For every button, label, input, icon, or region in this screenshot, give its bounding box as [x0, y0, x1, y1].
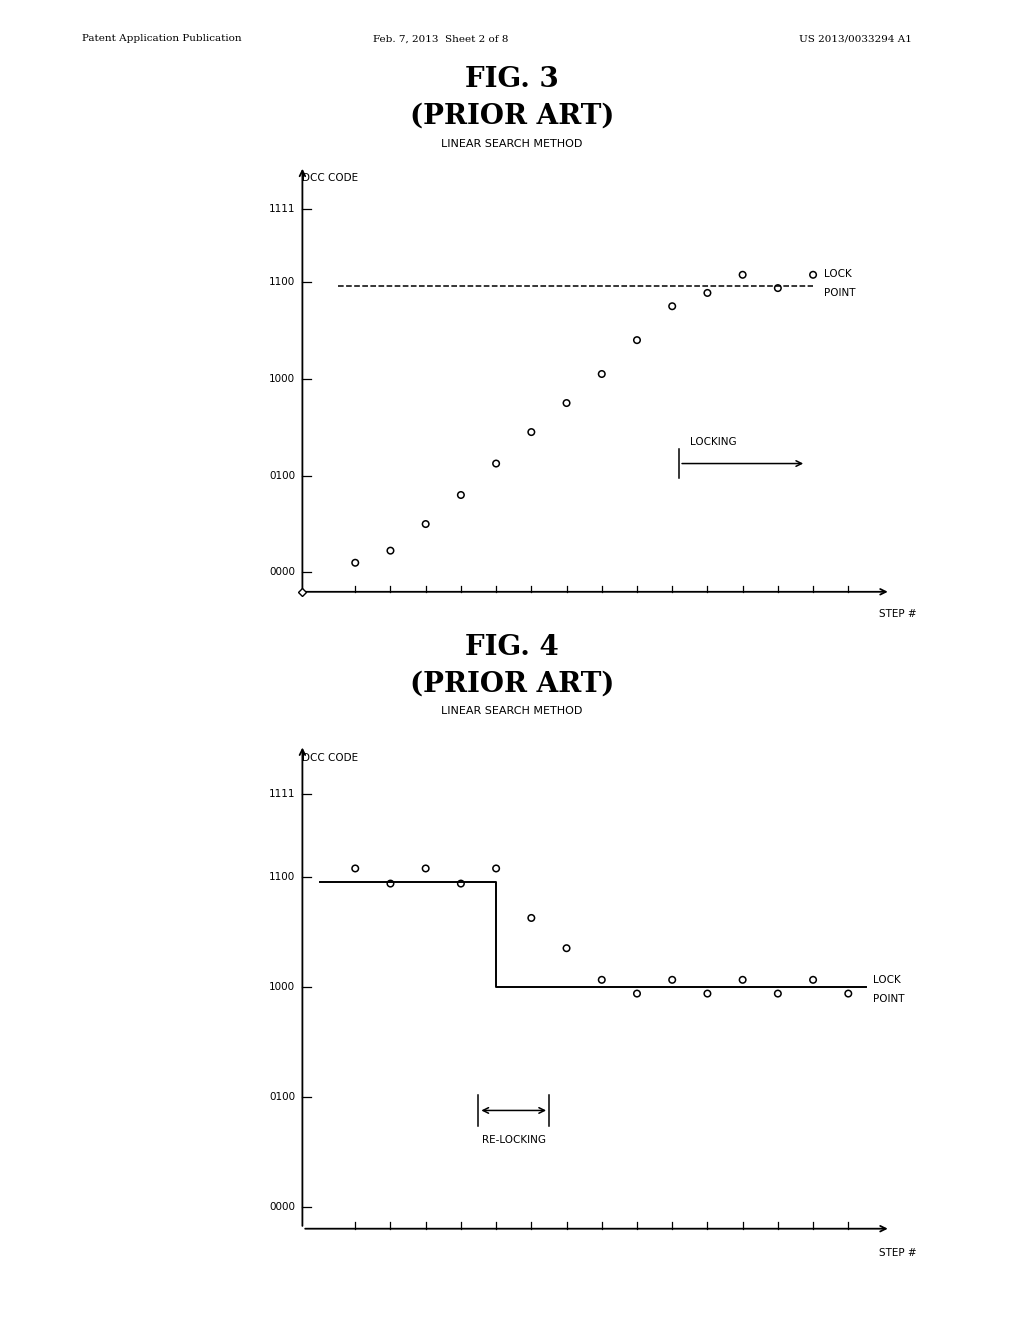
Point — [523, 907, 540, 928]
Text: POINT: POINT — [823, 288, 855, 298]
Text: STEP #: STEP # — [879, 1247, 916, 1258]
Text: (PRIOR ART): (PRIOR ART) — [410, 671, 614, 697]
Point — [558, 392, 574, 413]
Text: STEP #: STEP # — [879, 609, 916, 619]
Point — [558, 937, 574, 958]
Point — [382, 540, 398, 561]
Text: DCC CODE: DCC CODE — [302, 752, 358, 763]
Point — [664, 296, 680, 317]
Point — [629, 330, 645, 351]
Text: Patent Application Publication: Patent Application Publication — [82, 34, 242, 44]
Text: (PRIOR ART): (PRIOR ART) — [410, 103, 614, 129]
Point — [382, 873, 398, 894]
Text: LOCKING: LOCKING — [690, 437, 736, 446]
Point — [629, 983, 645, 1005]
Point — [453, 484, 469, 506]
Point — [805, 969, 821, 990]
Point — [734, 264, 751, 285]
Point — [734, 969, 751, 990]
Text: 1100: 1100 — [269, 871, 295, 882]
Text: 1000: 1000 — [269, 374, 295, 384]
Text: 0100: 0100 — [269, 471, 295, 480]
Point — [487, 453, 504, 474]
Text: 1111: 1111 — [269, 205, 295, 214]
Point — [347, 858, 364, 879]
Point — [770, 983, 786, 1005]
Text: 1111: 1111 — [269, 789, 295, 799]
Text: POINT: POINT — [872, 994, 904, 1005]
Text: 1000: 1000 — [269, 982, 295, 991]
Text: LOCK: LOCK — [872, 975, 901, 985]
Text: RE-LOCKING: RE-LOCKING — [482, 1135, 546, 1146]
Point — [347, 552, 364, 573]
Point — [523, 421, 540, 442]
Text: 0000: 0000 — [269, 568, 295, 577]
Point — [805, 264, 821, 285]
Text: LOCK: LOCK — [823, 268, 851, 279]
Point — [840, 983, 856, 1005]
Point — [699, 282, 716, 304]
Point — [418, 858, 434, 879]
Point — [594, 969, 610, 990]
Point — [594, 363, 610, 384]
Text: US 2013/0033294 A1: US 2013/0033294 A1 — [799, 34, 911, 44]
Text: DCC CODE: DCC CODE — [302, 173, 358, 183]
Text: Feb. 7, 2013  Sheet 2 of 8: Feb. 7, 2013 Sheet 2 of 8 — [373, 34, 508, 44]
Text: 0100: 0100 — [269, 1092, 295, 1102]
Point — [418, 513, 434, 535]
Text: LINEAR SEARCH METHOD: LINEAR SEARCH METHOD — [441, 706, 583, 717]
Text: 0000: 0000 — [269, 1201, 295, 1212]
Point — [699, 983, 716, 1005]
Text: LINEAR SEARCH METHOD: LINEAR SEARCH METHOD — [441, 139, 583, 149]
Text: FIG. 4: FIG. 4 — [465, 634, 559, 660]
Point — [453, 873, 469, 894]
Point — [487, 858, 504, 879]
Point — [770, 277, 786, 298]
Text: FIG. 3: FIG. 3 — [465, 66, 559, 92]
Text: 1100: 1100 — [269, 277, 295, 286]
Point — [664, 969, 680, 990]
